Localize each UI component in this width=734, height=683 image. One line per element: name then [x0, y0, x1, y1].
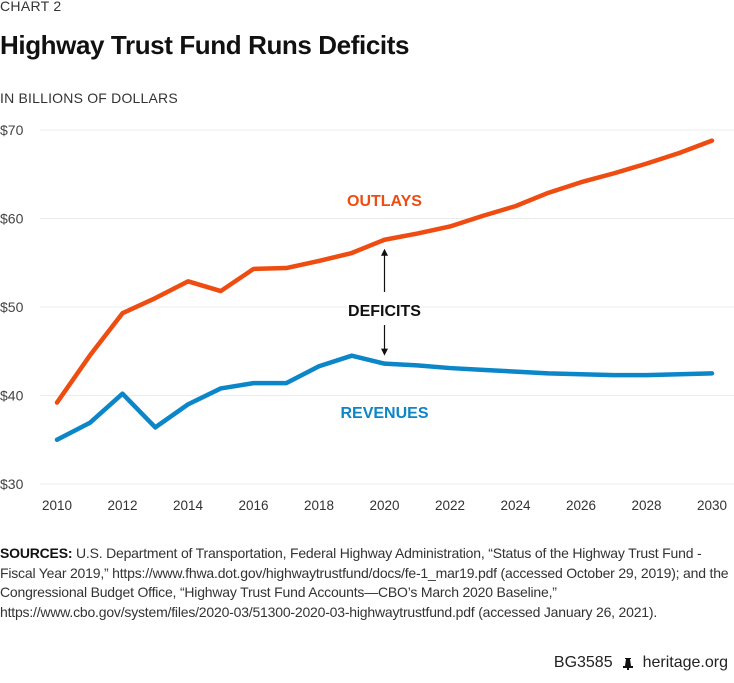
- sources-label: SOURCES:: [0, 545, 73, 561]
- x-tick-label: 2026: [566, 498, 596, 513]
- x-tick-label: 2022: [435, 498, 465, 513]
- series-label-outlays: OUTLAYS: [347, 193, 422, 210]
- y-tick-label: $40: [0, 388, 24, 404]
- arrow-up-head: [381, 248, 388, 256]
- x-tick-label: 2010: [42, 498, 72, 513]
- liberty-bell-icon: [622, 658, 633, 670]
- x-axis-ticks: 2010 2012 2014 2016 2018 2020 2022 2024 2026 2028…: [42, 498, 727, 513]
- series-lines: [54, 138, 715, 442]
- y-tick-label: $50: [0, 299, 24, 315]
- line-chart: $30 $40 $50 $60 $70 2010 2012 2014 2016 2018 2020…: [0, 122, 734, 513]
- y-axis-ticks: $30 $40 $50 $60 $70: [0, 122, 24, 492]
- x-tick-label: 2016: [238, 498, 268, 513]
- y-tick-label: $60: [0, 211, 24, 227]
- y-tick-label: $70: [0, 122, 24, 138]
- x-tick-label: 2020: [369, 498, 399, 513]
- chart-title: Highway Trust Fund Runs Deficits: [0, 30, 410, 60]
- x-tick-label: 2012: [107, 498, 137, 513]
- x-tick-label: 2024: [500, 498, 531, 513]
- report-code: BG3585: [553, 654, 613, 671]
- series-line-revenues: [54, 353, 715, 442]
- x-tick-label: 2030: [697, 498, 727, 513]
- gridlines: [40, 129, 734, 485]
- y-tick-label: $30: [0, 476, 24, 492]
- sources-note: SOURCES: U.S. Department of Transportati…: [0, 544, 734, 622]
- series-label-revenues: REVENUES: [340, 405, 428, 422]
- deficits-label: DEFICITS: [348, 303, 421, 320]
- annotations: OUTLAYS REVENUES DEFICITS: [340, 193, 428, 422]
- chart-kicker: CHART 2: [0, 0, 62, 14]
- footer: BG3585 heritage.org: [554, 654, 728, 672]
- x-tick-label: 2014: [173, 498, 204, 513]
- unit-label: IN BILLIONS OF DOLLARS: [0, 90, 178, 106]
- site-link[interactable]: heritage.org: [642, 654, 728, 671]
- x-tick-label: 2018: [304, 498, 334, 513]
- arrow-down-head: [381, 348, 388, 356]
- sources-text: U.S. Department of Transportation, Feder…: [0, 545, 729, 620]
- x-tick-label: 2028: [631, 498, 661, 513]
